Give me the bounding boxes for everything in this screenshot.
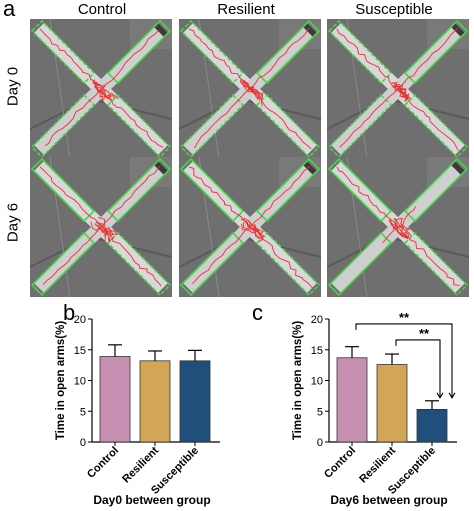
- y-axis-label: Time in open arms(%): [55, 321, 67, 440]
- y-tick-label: 0: [80, 437, 86, 449]
- y-tick-label: 15: [74, 345, 86, 357]
- chart-day0: 0 5 10 15 20 Time in open arms(%) Control Resil…: [55, 314, 220, 507]
- significance-label: **: [419, 326, 430, 341]
- x-tick-label: Resilient: [120, 444, 161, 485]
- panel-letter-c: c: [252, 300, 263, 325]
- y-tick-label: 20: [74, 314, 86, 326]
- chart-day6: 0 5 10 15 20 Time in open arms(%) Control Resil…: [292, 310, 457, 507]
- column-title-susceptible: Susceptible: [355, 1, 433, 18]
- bar-control: [336, 357, 368, 443]
- column-title-control: Control: [77, 1, 127, 18]
- bar-resilient: [376, 364, 408, 443]
- x-tick-label: Resilient: [357, 444, 398, 485]
- significance-arrow: [448, 392, 456, 399]
- maze-image-resilient-day6: [179, 157, 321, 297]
- row-title-day6: Day 6: [4, 202, 22, 243]
- y-axis-label: Time in open arms(%): [292, 321, 304, 440]
- maze-image-susceptible-day6: [327, 157, 469, 297]
- maze-image-control-day0: [30, 19, 172, 159]
- maze-image-control-day6: [30, 157, 172, 297]
- maze-image-resilient-day0: [179, 19, 321, 159]
- panel-letter-a: a: [3, 0, 16, 21]
- y-tick-label: 20: [311, 314, 323, 326]
- panel-letter-b: b: [63, 300, 76, 325]
- significance-arrow: [436, 392, 444, 399]
- x-axis-label: Day6 between group: [330, 493, 447, 507]
- bar-control: [99, 356, 131, 443]
- x-axis-label: Day0 between group: [93, 493, 210, 507]
- significance-label: **: [399, 310, 410, 325]
- significance-bracket: [355, 323, 453, 398]
- row-title-day0: Day 0: [4, 66, 22, 107]
- significance-bracket: [395, 339, 441, 398]
- y-tick-label: 15: [311, 345, 323, 357]
- bar-susceptible: [416, 409, 448, 443]
- y-tick-label: 10: [311, 376, 323, 388]
- x-tick-label: Control: [322, 445, 358, 481]
- y-tick-label: 10: [74, 376, 86, 388]
- y-tick-label: 5: [80, 406, 86, 418]
- column-title-resilient: Resilient: [217, 1, 275, 18]
- y-tick-label: 5: [317, 406, 323, 418]
- y-tick-label: 0: [317, 437, 323, 449]
- maze-image-susceptible-day0: [327, 19, 469, 159]
- bar-susceptible: [179, 360, 211, 443]
- bar-resilient: [139, 360, 171, 443]
- x-tick-label: Control: [85, 445, 121, 481]
